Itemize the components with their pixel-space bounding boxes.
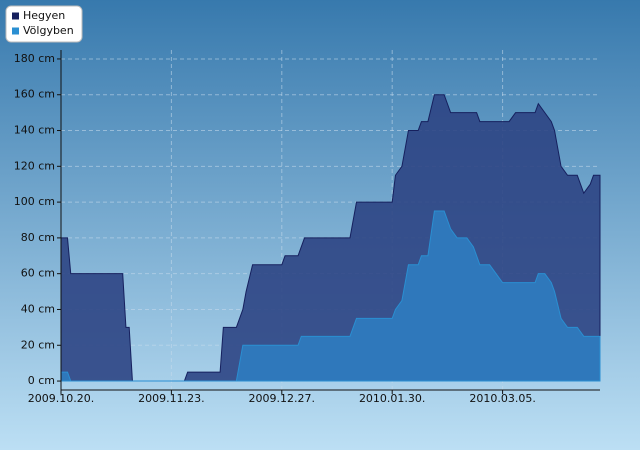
x-tick-label: 2009.10.20. <box>28 392 94 405</box>
y-tick-label: 80 cm <box>21 231 55 244</box>
y-tick-label: 120 cm <box>14 159 55 172</box>
x-tick-label: 2009.12.27. <box>249 392 315 405</box>
legend-label: Hegyen <box>23 9 65 22</box>
x-tick-label: 2010.01.30. <box>359 392 425 405</box>
x-tick-label: 2009.11.23. <box>138 392 204 405</box>
legend: Hegyen Völgyben <box>5 5 83 43</box>
y-tick-label: 160 cm <box>14 88 55 101</box>
x-tick-label: 2010.03.05. <box>469 392 535 405</box>
area <box>60 210 601 382</box>
y-tick-label: 40 cm <box>21 302 55 315</box>
y-tick-label: 60 cm <box>21 267 55 280</box>
y-tick-label: 140 cm <box>14 124 55 137</box>
legend-swatch <box>12 12 19 20</box>
y-tick-label: 0 cm <box>28 374 55 387</box>
y-tick-label: 100 cm <box>14 195 55 208</box>
legend-label: Völgyben <box>23 24 74 37</box>
y-tick-label: 180 cm <box>14 52 55 65</box>
legend-box <box>5 5 83 43</box>
y-tick-label: 20 cm <box>21 338 55 351</box>
legend-swatch <box>12 27 19 35</box>
